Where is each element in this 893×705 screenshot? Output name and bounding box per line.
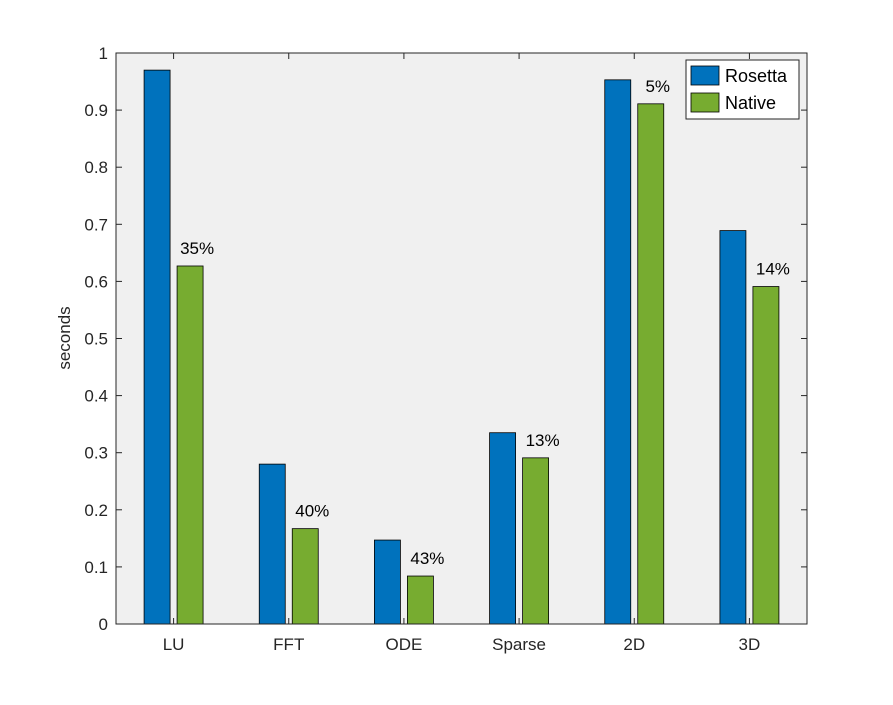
y-tick-label: 0.4	[84, 387, 108, 406]
bar-rosetta-ode	[374, 539, 401, 625]
legend-label-rosetta: Rosetta	[725, 66, 788, 86]
y-tick-label: 0.5	[84, 330, 108, 349]
x-tick-label-fft: FFT	[273, 635, 304, 654]
bar-native-lu	[176, 265, 204, 625]
bar-native-2d	[637, 103, 665, 625]
plot-area-background	[116, 53, 807, 624]
data-label-fft: 40%	[295, 502, 329, 521]
x-tick-label-ode: ODE	[385, 635, 422, 654]
y-axis-title: seconds	[55, 306, 74, 369]
data-label-lu: 35%	[180, 239, 214, 258]
x-tick-label-sparse: Sparse	[492, 635, 546, 654]
y-tick-label: 0.7	[84, 215, 108, 234]
bar-rosetta-fft	[258, 463, 286, 625]
legend-label-native: Native	[725, 93, 776, 113]
bar-native-3d	[752, 286, 780, 625]
data-label-sparse: 13%	[526, 431, 560, 450]
bar-native-ode	[407, 575, 434, 625]
bar-rosetta-2d	[604, 79, 632, 625]
data-label-3d: 14%	[756, 260, 790, 279]
bar-rosetta-lu	[143, 69, 171, 625]
x-tick-label-2d: 2D	[623, 635, 645, 654]
legend: Rosetta Native	[685, 59, 800, 120]
bar-rosetta-3d	[719, 230, 747, 625]
data-labels-layer: 35% 40% 43% 13% 5% 14%	[180, 77, 790, 568]
data-label-2d: 5%	[645, 77, 670, 96]
y-tick-label: 0.1	[84, 558, 108, 577]
data-label-ode: 43%	[410, 549, 444, 568]
x-tick-label-3d: 3D	[739, 635, 761, 654]
bar-native-sparse	[522, 457, 549, 625]
bar-native-fft	[291, 528, 319, 625]
bar-rosetta-sparse	[489, 432, 516, 625]
x-tick-label-lu: LU	[163, 635, 185, 654]
y-tick-label: 0.3	[84, 444, 108, 463]
y-tick-label: 0.8	[84, 158, 108, 177]
x-axis: LU FFT ODE Sparse 2D 3D	[163, 53, 761, 654]
y-tick-label: 1	[99, 44, 108, 63]
y-axis: 0 0.1 0.2 0.3 0.4 0.5 0.6 0.7 0.8 0.9 1	[84, 44, 807, 634]
legend-swatch-rosetta	[690, 65, 720, 86]
y-tick-label: 0.6	[84, 272, 108, 291]
legend-swatch-native	[690, 92, 720, 113]
y-tick-label: 0	[99, 615, 108, 634]
y-tick-label: 0.9	[84, 101, 108, 120]
y-tick-label: 0.2	[84, 501, 108, 520]
